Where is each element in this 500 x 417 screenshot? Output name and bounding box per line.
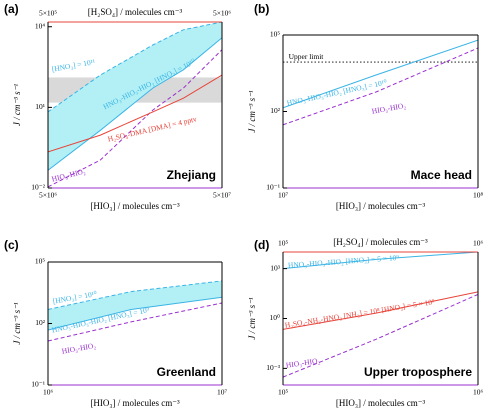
series-line	[48, 296, 222, 331]
upper-limit-label: Upper limit	[289, 52, 325, 61]
y-tick-label: 10⁵	[35, 257, 46, 266]
y-axis-title: J / cm⁻³ s⁻¹	[247, 90, 257, 132]
x-axis-title: [HIO₃] / molecules cm⁻³	[336, 398, 426, 408]
series-label: HNO₃-HIO₃-HIO₂ [HNO₃] = 5 × 10⁹	[288, 253, 400, 270]
series-label: HNO₃-HIO₃-HIO₂ [HNO₃] = 10¹⁰	[286, 78, 388, 108]
series-line	[48, 302, 222, 342]
x-tick-label: 10⁵	[278, 388, 289, 397]
plot-area	[283, 252, 478, 378]
series-line	[283, 39, 478, 109]
y-tick-label: 10³	[270, 263, 281, 272]
y-tick-label: 10⁰	[269, 313, 280, 322]
series-label: HIO₃-HIO₂	[51, 166, 87, 183]
series-line	[283, 293, 478, 378]
x-axis-title: [HIO₃] / molecules cm⁻³	[336, 201, 426, 211]
y-tick-label: 10⁻²	[31, 183, 45, 192]
y-tick-label: 10⁻¹	[266, 183, 280, 192]
x-tick-label: 5×10⁷	[213, 191, 231, 200]
series-line	[283, 291, 478, 330]
y-tick-label: 10⁵	[270, 30, 281, 39]
location-label: Mace head	[411, 168, 472, 182]
x-tick-label: 10⁶	[473, 388, 484, 397]
y-tick-label: 10²	[270, 106, 281, 115]
x-tick-label: 5×10⁶	[39, 191, 57, 200]
panel-label: (c)	[4, 238, 19, 252]
series-line	[48, 74, 222, 153]
y-tick-label: 10⁻³	[266, 363, 280, 372]
x2-tick-label: 5×10⁶	[213, 9, 231, 18]
plot-area	[48, 22, 222, 188]
location-label: Upper troposphere	[364, 365, 472, 379]
panel-label: (d)	[254, 238, 269, 252]
y-tick-label: 10⁻¹	[31, 380, 45, 389]
x2-axis-title: [H₂SO₄] / molecules cm⁻³	[333, 237, 428, 247]
y-axis-title: J / cm⁻³ s⁻¹	[12, 302, 22, 344]
y-axis-title: J / cm⁻³ s⁻¹	[247, 297, 257, 339]
x2-tick-label: 5×10⁵	[39, 9, 57, 18]
plot-area	[283, 39, 478, 126]
x2-tick-label: 10⁵	[278, 239, 289, 248]
x-tick-label: 10⁶	[43, 388, 54, 397]
series-line	[48, 49, 222, 188]
series-label: HIO₃-HIO₂	[61, 341, 97, 356]
location-label: Zhejiang	[167, 168, 216, 182]
x-tick-label: 10⁷	[217, 388, 228, 397]
y-tick-label: 10⁴	[35, 21, 46, 30]
location-label: Greenland	[157, 365, 216, 379]
x2-axis-title: [H₂SO₄] / molecules cm⁻³	[88, 7, 183, 17]
x-tick-label: 10⁷	[278, 191, 289, 200]
series-label: H₂SO₄-DMA [DMA] = 4 pptv	[107, 114, 198, 143]
series-line	[48, 22, 222, 113]
y-tick-label: 10²	[35, 318, 46, 327]
y-axis-title: J / cm⁻³ s⁻¹	[12, 84, 22, 126]
x-axis-title: [HIO₃] / molecules cm⁻³	[90, 398, 180, 408]
series-line	[48, 37, 222, 171]
series-line	[283, 47, 478, 126]
series-line	[283, 252, 478, 270]
band-fill	[48, 280, 222, 331]
panel-label: (a)	[4, 2, 19, 16]
plot-area	[48, 280, 222, 342]
series-label: H₂SO₄-NH₃-HNO₃ [NH₃] = 10⁸ [HNO₃] = 5 × …	[284, 297, 435, 330]
x2-tick-label: 10⁶	[473, 239, 484, 248]
panel-label: (b)	[254, 2, 269, 16]
series-label: HIO₃-HIO₂	[285, 356, 321, 370]
x-axis-title: [HIO₃] / molecules cm⁻³	[90, 201, 180, 211]
series-label: [HNO₃] = 10¹¹	[51, 57, 96, 73]
series-label: HIO₃-HIO₂	[371, 101, 407, 116]
x-tick-label: 10⁸	[473, 191, 484, 200]
band-fill	[48, 22, 222, 171]
y-tick-label: 10¹	[35, 102, 45, 111]
series-line	[48, 280, 222, 310]
